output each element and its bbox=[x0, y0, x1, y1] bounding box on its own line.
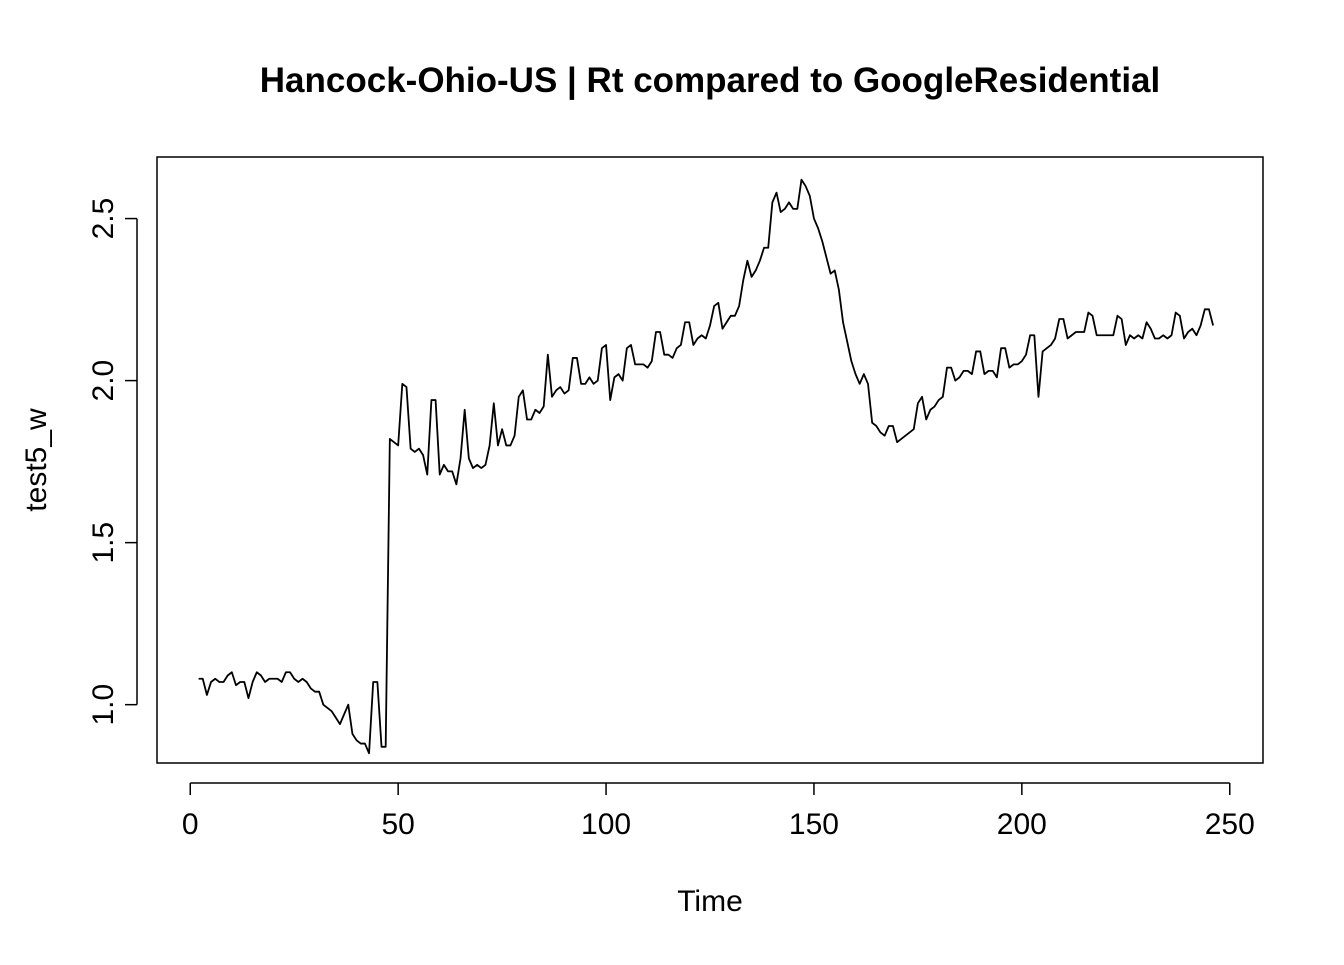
x-tick-label: 0 bbox=[182, 808, 199, 841]
y-axis-label: test5_w bbox=[20, 408, 53, 512]
x-tick-label: 150 bbox=[789, 808, 839, 841]
plot-frame bbox=[156, 156, 1264, 764]
y-axis: 1.0 1.5 2.0 2.5 bbox=[87, 198, 138, 726]
x-axis-label: Time bbox=[677, 885, 743, 918]
x-tick-label: 50 bbox=[381, 808, 414, 841]
y-tick-label: 1.0 bbox=[87, 684, 120, 726]
chart-title: Hancock-Ohio-US | Rt compared to GoogleR… bbox=[260, 61, 1160, 100]
x-tick-label: 100 bbox=[581, 808, 631, 841]
x-axis: 0 50 100 150 200 250 bbox=[182, 782, 1255, 841]
y-tick-label: 2.5 bbox=[87, 198, 120, 240]
x-tick-label: 250 bbox=[1205, 808, 1255, 841]
y-tick-label: 1.5 bbox=[87, 522, 120, 564]
y-tick-label: 2.0 bbox=[87, 360, 120, 402]
series-line bbox=[198, 178, 1214, 755]
x-tick-label: 200 bbox=[997, 808, 1047, 841]
